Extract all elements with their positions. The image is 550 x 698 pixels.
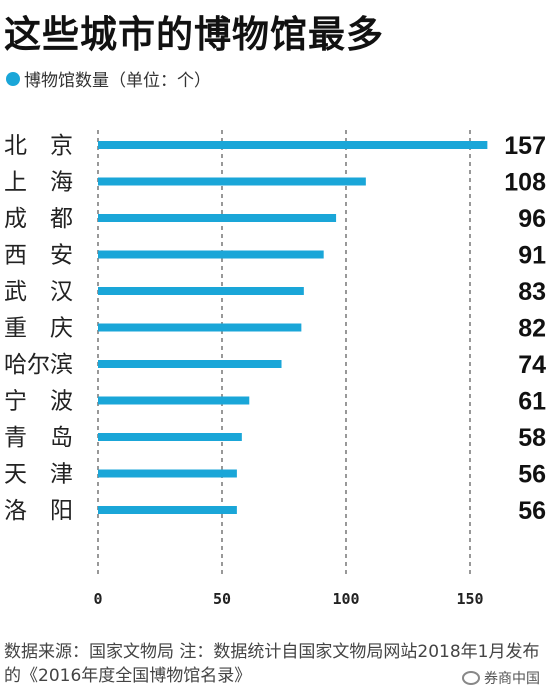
x-tick-label: 0	[93, 590, 102, 608]
value-label: 56	[518, 497, 546, 525]
category-label: 成 都	[4, 206, 73, 232]
bar	[98, 360, 282, 368]
bar	[98, 323, 302, 332]
category-label: 洛 阳	[4, 498, 73, 524]
legend-marker	[6, 71, 20, 86]
value-label: 74	[518, 351, 546, 379]
value-label: 83	[518, 278, 546, 306]
x-tick-label: 50	[213, 590, 231, 608]
wechat-icon	[462, 671, 480, 685]
bar	[98, 287, 304, 295]
category-label: 武 汉	[4, 279, 73, 305]
bar	[98, 214, 337, 222]
category-label: 西 安	[4, 243, 73, 269]
value-label: 58	[518, 424, 546, 452]
value-label: 96	[518, 205, 546, 233]
watermark-text: 券商中国	[484, 671, 540, 687]
category-label: 重 庆	[4, 316, 73, 342]
source-note: 数据来源：国家文物局 注：数据统计自国家文物局网站2018年1月发布的《2016…	[4, 642, 540, 686]
bar	[98, 433, 242, 441]
category-label: 北 京	[4, 133, 73, 159]
value-label: 82	[518, 315, 546, 343]
category-label: 上 海	[4, 170, 73, 196]
category-label: 青 岛	[4, 425, 73, 451]
value-label: 56	[518, 461, 546, 489]
legend: 博物馆数量（单位：个）	[6, 66, 211, 91]
value-label: 157	[504, 132, 546, 160]
chart-title: 这些城市的博物馆最多	[4, 13, 384, 56]
bar	[98, 396, 250, 405]
category-label: 哈尔滨	[4, 352, 73, 378]
value-label: 91	[518, 242, 546, 270]
bar	[98, 506, 237, 514]
category-label: 天 津	[4, 462, 73, 488]
bar	[98, 469, 237, 478]
x-tick-label: 100	[332, 590, 359, 608]
x-tick-label: 150	[456, 590, 483, 608]
bar	[98, 141, 488, 149]
value-label: 108	[504, 169, 546, 197]
value-label: 61	[518, 388, 546, 416]
legend-label: 博物馆数量（单位：个）	[24, 71, 211, 91]
category-label: 宁 波	[4, 389, 73, 415]
bar	[98, 250, 324, 259]
bar	[98, 177, 366, 186]
watermark: 券商中国	[460, 668, 542, 688]
